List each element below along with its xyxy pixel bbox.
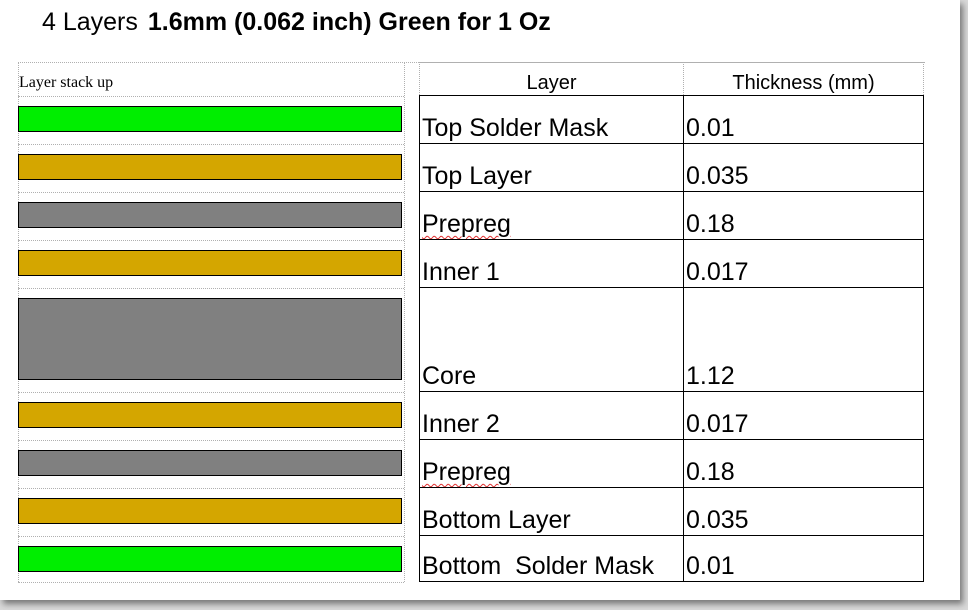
cell-thickness: 0.18 bbox=[683, 191, 924, 240]
table-row: Top Layer 0.035 bbox=[419, 143, 924, 192]
bar-top-layer bbox=[18, 154, 402, 180]
cell-layer: Bottom Layer bbox=[419, 487, 684, 536]
grid-line bbox=[18, 192, 404, 193]
cell-thickness: 1.12 bbox=[683, 287, 924, 392]
cell-thickness: 0.035 bbox=[683, 143, 924, 192]
cell-layer: Bottom Solder Mask bbox=[419, 535, 684, 582]
table-row: Inner 1 0.017 bbox=[419, 239, 924, 288]
header-thickness: Thickness (mm) bbox=[683, 62, 924, 96]
cell-thickness: 0.01 bbox=[683, 535, 924, 582]
bar-prepreg-bottom bbox=[18, 450, 402, 476]
cell-layer: Inner 2 bbox=[419, 391, 684, 440]
grid-line bbox=[18, 392, 404, 393]
table-row: Bottom Solder Mask 0.01 bbox=[419, 535, 924, 582]
bar-bottom-solder-mask bbox=[18, 546, 402, 572]
layer-stack-label: Layer stack up bbox=[19, 74, 114, 91]
table-row: Prepreg 0.18 bbox=[419, 439, 924, 488]
table-row: Top Solder Mask 0.01 bbox=[419, 95, 924, 144]
table-header-row: Layer Thickness (mm) bbox=[419, 62, 924, 96]
document-page: 4 Layers 1.6mm (0.062 inch) Green for 1 O… bbox=[0, 0, 960, 600]
grid-line bbox=[404, 62, 405, 582]
bar-bottom-layer bbox=[18, 498, 402, 524]
cell-layer: Top Solder Mask bbox=[419, 95, 684, 144]
grid-line bbox=[18, 96, 404, 97]
table-row: Inner 2 0.017 bbox=[419, 391, 924, 440]
grid-line bbox=[18, 144, 404, 145]
grid-line bbox=[18, 536, 404, 537]
table-row: Bottom Layer 0.035 bbox=[419, 487, 924, 536]
cell-layer: Prepreg bbox=[419, 439, 684, 488]
cell-thickness: 0.18 bbox=[683, 439, 924, 488]
page-title: 4 Layers 1.6mm (0.062 inch) Green for 1 O… bbox=[42, 8, 551, 37]
table-row: Core 1.12 bbox=[419, 287, 924, 392]
cell-thickness: 0.017 bbox=[683, 239, 924, 288]
layer-table: Layer Thickness (mm) Top Solder Mask 0.0… bbox=[419, 62, 924, 582]
bar-top-solder-mask bbox=[18, 106, 402, 132]
grid-line bbox=[18, 582, 404, 583]
spellcheck-word: Prepreg bbox=[422, 210, 511, 238]
cell-thickness: 0.017 bbox=[683, 391, 924, 440]
grid-line bbox=[18, 240, 404, 241]
grid-line bbox=[18, 440, 404, 441]
bar-inner-2 bbox=[18, 402, 402, 428]
title-lead: 4 Layers bbox=[42, 8, 138, 36]
cell-thickness: 0.01 bbox=[683, 95, 924, 144]
table-row: Prepreg 0.18 bbox=[419, 191, 924, 240]
grid-line bbox=[18, 488, 404, 489]
cell-thickness: 0.035 bbox=[683, 487, 924, 536]
cell-layer: Prepreg bbox=[419, 191, 684, 240]
cell-layer: Inner 1 bbox=[419, 239, 684, 288]
bar-prepreg-top bbox=[18, 202, 402, 228]
grid-line bbox=[18, 288, 404, 289]
cell-layer: Core bbox=[419, 287, 684, 392]
cell-layer: Top Layer bbox=[419, 143, 684, 192]
title-bold: 1.6mm (0.062 inch) Green for 1 Oz bbox=[147, 8, 551, 36]
bar-core bbox=[18, 298, 402, 380]
bar-inner-1 bbox=[18, 250, 402, 276]
header-layer: Layer bbox=[419, 62, 684, 96]
spellcheck-word: Prepreg bbox=[422, 458, 511, 486]
